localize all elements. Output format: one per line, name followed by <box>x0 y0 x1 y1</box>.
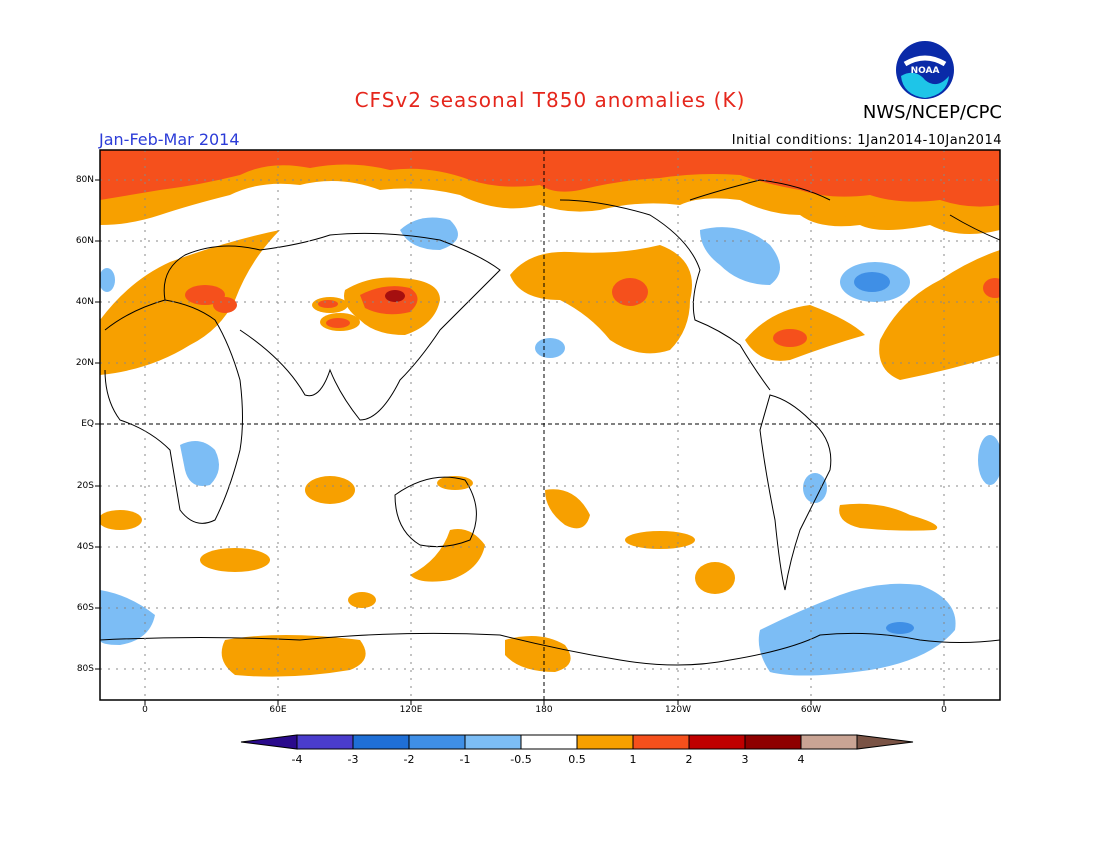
lon-label: 120E <box>399 705 423 715</box>
ticks <box>95 179 945 705</box>
equator-dateline <box>100 150 1000 700</box>
lon-label: 60W <box>800 705 822 715</box>
colorbar-label: 0.5 <box>568 753 586 766</box>
lat-label: 40S <box>76 542 94 552</box>
lat-label: 60N <box>75 236 94 246</box>
colorbar-swatch <box>744 734 802 750</box>
colorbar-label: -3 <box>347 753 359 766</box>
logo-text: NOAA <box>911 66 940 76</box>
initial-conditions-label: Initial conditions: 1Jan2014-10Jan2014 <box>731 133 1002 148</box>
coastlines <box>100 179 1000 666</box>
colorbar-label: -4 <box>291 753 303 766</box>
lon-label: 120W <box>664 705 692 715</box>
colorbar-label: 4 <box>797 753 805 766</box>
lat-label: 80S <box>76 664 94 674</box>
lon-label: 60E <box>269 705 287 715</box>
lat-label: EQ <box>81 419 94 429</box>
colorbar-label: -2 <box>403 753 415 766</box>
arctic-red <box>100 150 1000 207</box>
graticule <box>100 150 1000 700</box>
colorbar-swatch <box>520 734 578 750</box>
colorbar-swatch <box>576 734 634 750</box>
lon-label: 180 <box>535 705 553 715</box>
colorbar-swatch <box>352 734 410 750</box>
anomaly-shading <box>100 150 1000 677</box>
agency-label: NWS/NCEP/CPC <box>862 102 1002 123</box>
colorbar-swatch <box>296 734 354 750</box>
colorbar-label: 3 <box>741 753 749 766</box>
map-title: CFSv2 seasonal T850 anomalies (K) <box>354 88 746 112</box>
colorbar-arrow-left <box>240 734 298 750</box>
lon-label: 0 <box>142 705 148 715</box>
colorbar-swatch <box>464 734 522 750</box>
lat-label: 20S <box>76 481 94 491</box>
lat-label: 40N <box>75 297 94 307</box>
colorbar-swatch <box>688 734 746 750</box>
colorbar-swatch <box>800 734 858 750</box>
colorbar-swatch <box>408 734 466 750</box>
colorbar-label: 1 <box>629 753 637 766</box>
noaa-logo: NOAA <box>896 41 954 99</box>
colorbar-label: -1 <box>459 753 471 766</box>
colorbar-label: -0.5 <box>510 753 532 766</box>
season-label: Jan-Feb-Mar 2014 <box>99 130 240 149</box>
lon-label: 0 <box>941 705 947 715</box>
colorbar-label: 2 <box>685 753 693 766</box>
colorbar-arrow-right <box>856 734 914 750</box>
lat-label: 60S <box>76 603 94 613</box>
colorbar-swatch <box>632 734 690 750</box>
lat-label: 80N <box>75 175 94 185</box>
map-frame <box>99 149 1001 701</box>
lat-label: 20N <box>75 358 94 368</box>
